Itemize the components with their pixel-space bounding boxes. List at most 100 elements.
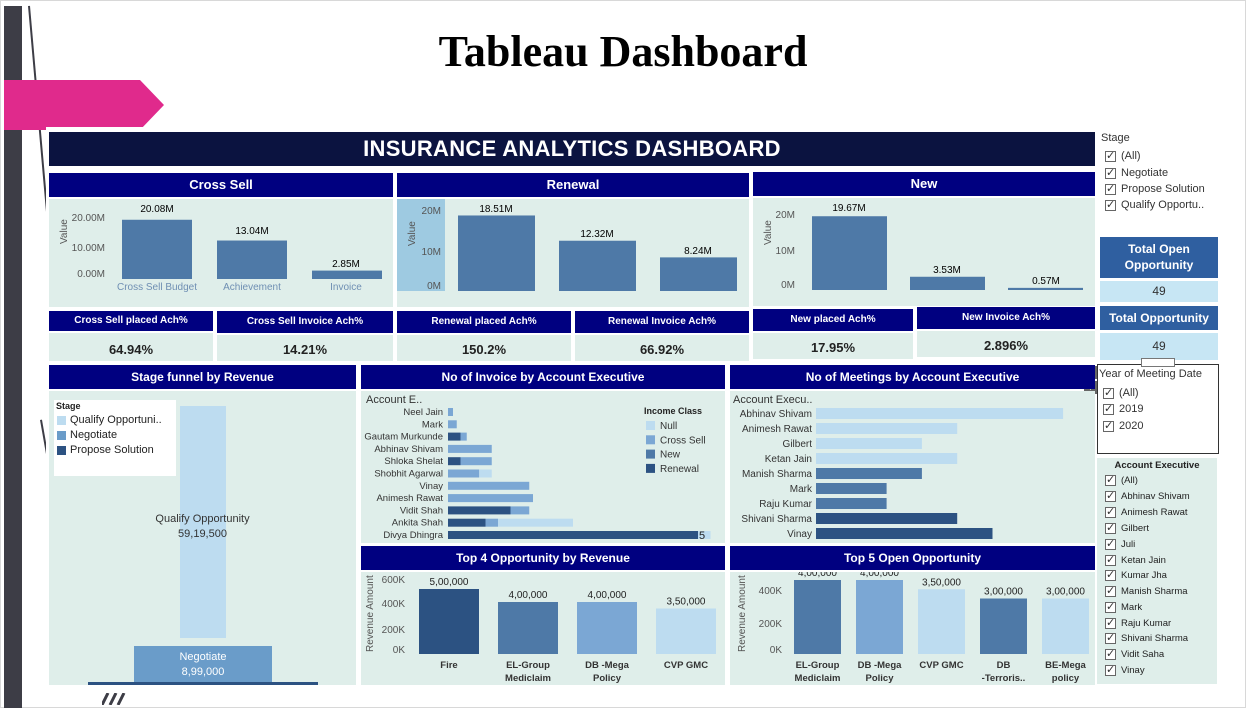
year-filter-item[interactable]: 2020: [1103, 419, 1143, 432]
bar[interactable]: [1008, 287, 1083, 290]
bar[interactable]: [217, 240, 287, 279]
invoice-bar-segment[interactable]: [448, 408, 453, 416]
checkbox-icon[interactable]: [1105, 553, 1116, 566]
checkbox-icon[interactable]: [1105, 647, 1116, 660]
checkbox-icon[interactable]: [1105, 537, 1116, 550]
opportunity-bar[interactable]: [856, 580, 903, 654]
account-filter-item[interactable]: Mark: [1105, 600, 1142, 613]
new-header: New: [753, 172, 1095, 196]
meetings-bar[interactable]: [816, 528, 993, 539]
checkbox-icon[interactable]: [1105, 473, 1116, 486]
invoice-bar-segment[interactable]: [498, 518, 573, 527]
bar[interactable]: [458, 215, 535, 291]
account-filter-item[interactable]: Juli: [1105, 537, 1135, 550]
new-data-label: 3.53M: [933, 265, 961, 276]
account-filter-item[interactable]: Vidit Saha: [1105, 647, 1164, 660]
opportunity-bar[interactable]: [918, 589, 965, 654]
account-filter-item[interactable]: Vinay: [1105, 663, 1145, 676]
opportunity-bar[interactable]: [577, 602, 637, 654]
checkbox-icon[interactable]: [1105, 198, 1116, 211]
invoice-bar-segment[interactable]: [448, 444, 492, 453]
meetings-bar[interactable]: [816, 408, 1064, 419]
renewal-ytick: 0M: [427, 281, 441, 292]
checkbox-icon[interactable]: [1105, 616, 1116, 629]
top5-ytick: 200K: [759, 619, 783, 630]
invoice-bar-segment[interactable]: [460, 432, 467, 441]
opportunity-bar[interactable]: [1042, 598, 1089, 655]
account-filter-item[interactable]: Kumar Jha: [1105, 568, 1167, 581]
checkbox-icon[interactable]: [1105, 584, 1116, 597]
meetings-bar[interactable]: [816, 498, 887, 509]
meetings-bar[interactable]: [816, 453, 958, 464]
opportunity-bar[interactable]: [980, 598, 1027, 655]
checkbox-icon[interactable]: [1103, 386, 1114, 399]
invoice-bar-segment[interactable]: [448, 506, 511, 515]
checkbox-icon[interactable]: [1105, 489, 1116, 502]
account-filter-item[interactable]: Animesh Rawat: [1105, 505, 1188, 518]
meetings-bar[interactable]: [816, 438, 922, 449]
top5-ytick: 0K: [770, 645, 783, 656]
meetings-bar[interactable]: [816, 468, 922, 479]
opportunity-bar[interactable]: [794, 580, 841, 654]
bar[interactable]: [312, 270, 382, 279]
bar[interactable]: [660, 257, 737, 291]
checkbox-icon[interactable]: [1105, 663, 1116, 676]
stage-filter-item[interactable]: Propose Solution: [1105, 182, 1205, 195]
invoice-bar-segment[interactable]: [448, 420, 457, 429]
meetings-bar[interactable]: [816, 423, 958, 434]
checkbox-icon[interactable]: [1105, 182, 1116, 195]
stage-funnel-legend-title: Stage: [56, 401, 81, 411]
checkbox-icon[interactable]: [1105, 149, 1116, 162]
checkbox-icon[interactable]: [1105, 166, 1116, 179]
account-filter-item[interactable]: (All): [1105, 473, 1138, 486]
year-filter-item[interactable]: 2019: [1103, 402, 1143, 415]
account-filter-item[interactable]: Manish Sharma: [1105, 584, 1188, 597]
account-filter-item[interactable]: Raju Kumar: [1105, 616, 1171, 629]
account-filter-item[interactable]: Gilbert: [1105, 521, 1149, 534]
checkbox-icon[interactable]: [1105, 568, 1116, 581]
invoice-bar-segment[interactable]: [448, 531, 698, 539]
stage-funnel-legend-item: Propose Solution: [57, 444, 154, 456]
invoice-bar-segment[interactable]: [510, 506, 530, 515]
invoice-bar-segment[interactable]: [448, 469, 480, 478]
checkbox-icon[interactable]: [1105, 631, 1116, 644]
invoice-bar-segment[interactable]: [479, 469, 492, 478]
meetings-bar[interactable]: [816, 483, 887, 494]
opportunity-category-label: CVP GMC: [664, 660, 708, 671]
invoice-bar-segment[interactable]: [698, 531, 711, 539]
opportunity-bar[interactable]: [656, 608, 716, 655]
renewal-data-label: 18.51M: [479, 204, 512, 215]
invoice-bar-segment[interactable]: [448, 432, 461, 441]
meetings-by-exec-panel: Account Execu.. Abhinav Shivam Animesh Ra…: [730, 391, 1095, 543]
checkbox-icon[interactable]: [1103, 419, 1114, 432]
bar[interactable]: [122, 219, 192, 279]
account-filter-item[interactable]: Shivani Sharma: [1105, 631, 1188, 644]
account-filter-item[interactable]: Ketan Jain: [1105, 553, 1166, 566]
checkbox-icon[interactable]: [1105, 600, 1116, 613]
checkbox-icon[interactable]: [1105, 521, 1116, 534]
opportunity-bar[interactable]: [498, 602, 558, 654]
bar[interactable]: [910, 276, 985, 290]
meetings-bar[interactable]: [816, 513, 958, 524]
checkbox-icon[interactable]: [1105, 505, 1116, 518]
stage-filter-item[interactable]: Negotiate: [1105, 166, 1168, 179]
stage-filter-item[interactable]: (All): [1105, 149, 1141, 162]
year-filter-handle[interactable]: [1141, 358, 1175, 367]
invoice-bar-segment[interactable]: [448, 457, 461, 466]
account-filter-item[interactable]: Abhinav Shivam: [1105, 489, 1190, 502]
cross-sell-panel: Value 20.00M 10.00M 0.00M 20.08M 13.04M …: [49, 199, 393, 307]
invoice-bar-segment[interactable]: [448, 494, 533, 503]
invoice-bar-segment[interactable]: [448, 481, 530, 490]
invoice-bar-segment[interactable]: [485, 518, 499, 527]
bar[interactable]: [559, 240, 636, 291]
invoice-bar-segment[interactable]: [460, 457, 492, 466]
opportunity-bar[interactable]: [419, 589, 479, 654]
bar[interactable]: [812, 216, 887, 290]
invoice-bar-segment[interactable]: [448, 518, 486, 527]
meetings-category-label: Mark: [790, 484, 813, 495]
renewal-chart: Value 20M 10M 0M 18.51M 12.32M 8.24M: [397, 199, 737, 292]
stage-filter-item[interactable]: Qualify Opportu..: [1105, 198, 1204, 211]
year-filter-item[interactable]: (All): [1103, 386, 1139, 399]
cross-sell-ytick: 0.00M: [77, 269, 105, 280]
checkbox-icon[interactable]: [1103, 402, 1114, 415]
